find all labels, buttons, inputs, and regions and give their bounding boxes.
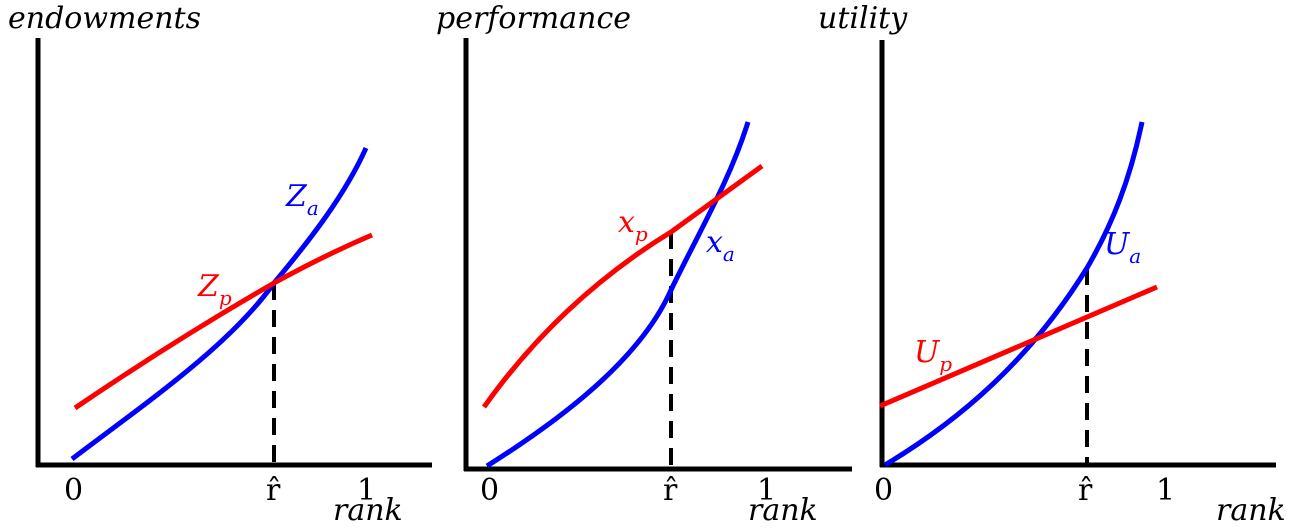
tick-rhat: r̂ xyxy=(1078,473,1093,508)
tick-one: 1 xyxy=(357,473,376,508)
x-axis-label: rank xyxy=(748,493,818,528)
tick-rhat: r̂ xyxy=(266,473,281,508)
label-up: Up xyxy=(914,335,952,376)
x-axis-label: rank xyxy=(1216,493,1286,528)
curve-zp xyxy=(73,232,373,411)
curve-xa xyxy=(485,121,751,469)
tick-rhat: r̂ xyxy=(663,473,678,508)
panel-endowments: endowments rank 0 r̂ 1 Za Zp xyxy=(8,1,432,528)
tick-one: 1 xyxy=(757,473,776,508)
label-xp: xp xyxy=(618,205,648,246)
tick-zero: 0 xyxy=(874,473,893,508)
y-axis-label: performance xyxy=(436,1,631,36)
curve-za xyxy=(70,146,369,461)
curve-up xyxy=(879,284,1158,409)
panel-utility: utility rank 0 r̂ 1 Ua Up xyxy=(818,1,1286,528)
label-ua: Ua xyxy=(1104,227,1141,268)
tick-zero: 0 xyxy=(64,473,83,508)
label-xa: xa xyxy=(706,225,735,266)
panel-performance: performance rank 0 r̂ 1 xa xp xyxy=(436,1,852,528)
y-axis-label: utility xyxy=(818,1,908,36)
curve-xp xyxy=(481,163,764,409)
y-axis-label: endowments xyxy=(8,1,201,36)
label-zp: Zp xyxy=(197,269,232,310)
label-za: Za xyxy=(285,179,319,220)
curve-ua xyxy=(883,121,1145,468)
x-axis-label: rank xyxy=(333,493,403,528)
tick-zero: 0 xyxy=(480,473,499,508)
tick-one: 1 xyxy=(1156,473,1175,508)
